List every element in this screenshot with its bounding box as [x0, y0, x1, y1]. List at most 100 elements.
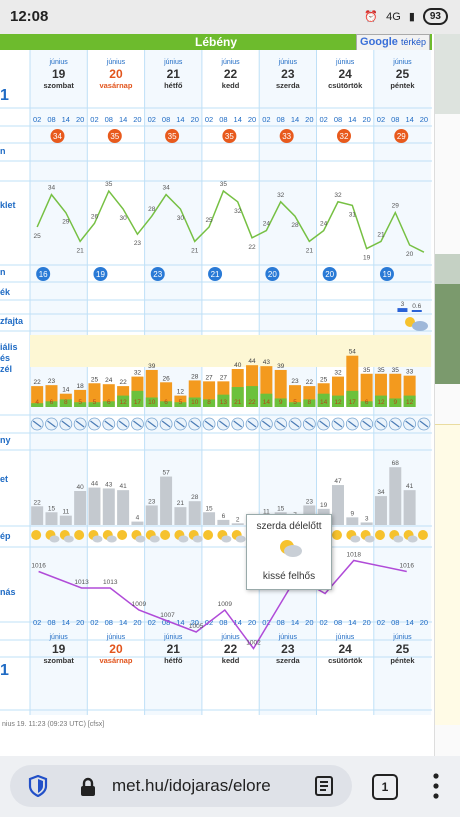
wind-base-bar [145, 397, 158, 407]
cloud-bar [374, 496, 387, 525]
day-month: június [335, 59, 355, 66]
day-month: június [392, 634, 412, 641]
cloud-bar [331, 485, 344, 525]
day-month: június [163, 59, 183, 66]
wind-label: 40 [234, 362, 242, 369]
wind-direction-icon [302, 417, 316, 431]
wind-base-bar [231, 387, 244, 407]
wind-base-label: 12 [377, 399, 385, 406]
tab-counter-button[interactable]: 1 [372, 774, 398, 800]
hour-label: 14 [119, 618, 127, 627]
weather-symbol-icon [389, 530, 404, 543]
pressure-label: 1018 [347, 552, 362, 559]
min-temp-value: 16 [39, 270, 48, 279]
day-number: 25 [396, 67, 410, 81]
cloud-label: 41 [406, 483, 414, 490]
wind-direction-icon [317, 417, 331, 431]
browser-toolbar: met.hu/idojaras/elore 1 [0, 756, 460, 817]
temperature-line [36, 189, 425, 253]
hour-label: 08 [105, 115, 113, 124]
cloud-bar [389, 467, 402, 525]
google-map-link[interactable]: Google térkép [356, 34, 430, 52]
wind-direction-icon [45, 417, 58, 431]
wind-direction-icon [360, 417, 374, 431]
cloud-label: 9 [351, 510, 355, 517]
cloud-label: 23 [306, 498, 314, 505]
cloud-bar [203, 512, 216, 525]
hour-label: 02 [90, 618, 98, 627]
hour-label: 14 [348, 618, 356, 627]
max-temp-value: 32 [340, 132, 349, 141]
min-temp-value: 20 [325, 270, 334, 279]
wind-base-bar [174, 402, 187, 407]
max-temp-badge [107, 129, 122, 143]
weather-symbol-icon [88, 530, 103, 543]
hour-label: 14 [62, 618, 70, 627]
temperature-label: 20 [406, 251, 414, 258]
row-label: zél [0, 364, 12, 374]
day-number: 22 [224, 642, 238, 656]
wind-label: 32 [134, 370, 142, 377]
wind-base-label: 12 [119, 399, 127, 406]
weather-symbol-icon [374, 530, 385, 540]
hour-label: 14 [119, 115, 127, 124]
shield-icon[interactable] [28, 775, 48, 797]
wind-label: 14 [62, 387, 70, 394]
precip-bar [411, 310, 422, 312]
weather-symbol-icon [203, 530, 214, 540]
hour-label: 14 [176, 115, 184, 124]
pressure-label: 1002 [246, 640, 261, 647]
wind-base-label: 8 [64, 399, 68, 406]
hour-label: 14 [291, 618, 299, 627]
cloud-bar [174, 507, 187, 525]
cloud-label: 40 [77, 484, 85, 491]
overflow-menu-icon[interactable] [432, 772, 440, 800]
min-temp-value: 21 [211, 270, 220, 279]
row-label: ék [0, 287, 11, 297]
wind-direction-icon [159, 417, 173, 431]
cloud-label: 34 [377, 489, 385, 496]
wind-base-bar [160, 401, 173, 407]
wind-base-label: 14 [263, 399, 271, 406]
wind-direction-icon [403, 417, 417, 431]
wind-bar [274, 369, 287, 407]
wind-base-label: 9 [393, 399, 397, 406]
weather-symbol-icon [174, 530, 189, 543]
wind-base-label: 8 [308, 399, 312, 406]
temperature-label: 29 [62, 219, 70, 226]
hour-label: 14 [234, 618, 242, 627]
wind-base-label: 9 [279, 399, 283, 406]
wind-base-label: 21 [234, 399, 242, 406]
weather-symbol-icon [59, 530, 74, 543]
cloud-label: 4 [136, 515, 140, 522]
wind-base-label: 8 [207, 399, 211, 406]
hour-label: 20 [420, 115, 428, 124]
weather-symbol-icon [403, 530, 418, 543]
url-bar[interactable]: met.hu/idojaras/elore [10, 765, 352, 807]
hour-label: 02 [262, 115, 270, 124]
weather-symbol-icon [346, 530, 361, 543]
hour-label: 14 [348, 115, 356, 124]
url-text[interactable]: met.hu/idojaras/elore [112, 776, 271, 795]
wind-label: 33 [406, 369, 414, 376]
row-label: n [0, 146, 6, 156]
hour-label: 02 [33, 618, 41, 627]
weather-symbol-icon [417, 530, 428, 540]
min-temp-badge [322, 267, 337, 281]
wind-base-label: 6 [164, 399, 168, 406]
wind-bar [88, 383, 101, 407]
reader-view-icon[interactable] [314, 776, 334, 796]
wind-label: 23 [48, 378, 56, 385]
wind-direction-icon [145, 417, 159, 431]
max-temp-badge [394, 129, 409, 143]
row-label: nás [0, 587, 16, 597]
row-label: ny [0, 435, 11, 445]
wind-direction-icon [331, 417, 345, 431]
cloud-bar [231, 523, 244, 525]
wind-label: 22 [306, 379, 314, 386]
